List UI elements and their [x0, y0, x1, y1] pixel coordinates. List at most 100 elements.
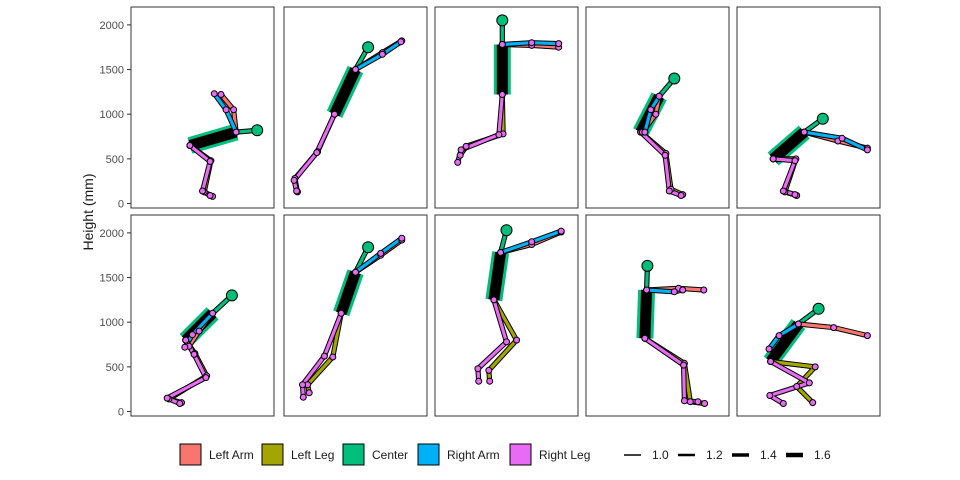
- facet-panel: [736, 6, 881, 209]
- head-point: [500, 224, 513, 237]
- joint-point: [474, 365, 482, 373]
- y-tick-label: 1500: [100, 273, 124, 285]
- joint-point: [677, 192, 685, 199]
- legend-swatch: [342, 443, 365, 466]
- joint-point: [528, 238, 536, 246]
- joint-point: [775, 332, 783, 340]
- joint-point: [293, 187, 301, 195]
- joint-point: [199, 187, 206, 195]
- joint-point: [457, 146, 465, 154]
- panel-border: [434, 214, 579, 417]
- joint-point: [217, 91, 225, 98]
- joint-point: [486, 377, 494, 385]
- joint-point: [454, 158, 462, 166]
- joint-point: [686, 398, 694, 406]
- joint-point: [830, 324, 838, 332]
- joint-point: [647, 106, 655, 114]
- joint-point: [863, 146, 871, 154]
- joint-point: [182, 336, 190, 344]
- torso-core: [488, 251, 507, 301]
- y-tick-label: 1000: [100, 109, 124, 121]
- joint-point: [643, 286, 651, 294]
- joint-point: [701, 400, 709, 407]
- facet-panel: [130, 6, 275, 209]
- joint-point: [475, 377, 483, 385]
- limb-right-leg: [292, 113, 336, 192]
- joint-point: [190, 350, 198, 358]
- joint-point: [557, 227, 565, 235]
- y-tick-label: 500: [106, 362, 124, 374]
- panel-border: [736, 6, 881, 209]
- y-tick-label: 0: [118, 407, 124, 419]
- joint-point: [838, 134, 846, 142]
- joint-point: [794, 320, 802, 328]
- head-point: [251, 124, 264, 137]
- joint-point: [641, 334, 649, 342]
- joint-point: [206, 192, 214, 199]
- torso-core: [336, 270, 361, 316]
- joint-point: [694, 398, 702, 406]
- joint-point: [793, 383, 801, 390]
- joint-point: [700, 286, 708, 294]
- joint-point: [800, 128, 808, 136]
- y-tick-label: 1000: [100, 317, 124, 329]
- joint-point: [641, 128, 649, 136]
- joint-point: [655, 92, 663, 100]
- joint-point: [331, 110, 338, 118]
- torso-core: [766, 320, 803, 365]
- joint-point: [485, 366, 493, 374]
- y-tick-label: 0: [118, 199, 124, 211]
- joint-point: [670, 288, 678, 296]
- joint-point: [779, 400, 787, 407]
- joint-point: [186, 142, 194, 149]
- joint-point: [222, 106, 230, 114]
- joint-point: [329, 353, 337, 361]
- head-point: [362, 41, 375, 54]
- joint-point: [377, 249, 385, 257]
- panel-border: [585, 214, 730, 417]
- joint-point: [809, 399, 817, 407]
- head-point: [816, 112, 829, 125]
- head-point: [496, 14, 509, 27]
- y-tick-label: 500: [106, 154, 124, 166]
- joint-point: [290, 176, 298, 184]
- joint-point: [495, 131, 503, 139]
- legend: Left Arm Left Leg Center Right Arm Right Leg…: [179, 443, 831, 466]
- joint-point: [679, 286, 687, 294]
- joint-point: [769, 155, 777, 163]
- joint-point: [765, 345, 773, 353]
- y-axis: 0 500 1000 1500 2000 0 500 1000 1500 2000: [100, 20, 131, 419]
- width-legend-label: 1.2: [706, 448, 723, 462]
- joint-point: [206, 158, 214, 165]
- torso-core: [639, 289, 653, 339]
- joint-point: [661, 151, 669, 159]
- joint-point: [680, 397, 688, 405]
- facet-panel: [434, 6, 579, 209]
- legend-label: Center: [372, 448, 408, 462]
- limb-right-leg: [768, 360, 811, 405]
- facet-panel: [130, 214, 275, 417]
- joint-point: [397, 38, 405, 46]
- head-point: [641, 259, 654, 272]
- legend-label: Right Leg: [539, 448, 590, 462]
- panel-border: [283, 6, 428, 209]
- torso-core: [769, 127, 808, 164]
- joint-point: [188, 331, 196, 339]
- limb-right-leg: [773, 157, 797, 197]
- joint-point: [181, 343, 189, 351]
- joint-point: [652, 110, 660, 118]
- joint-point: [811, 363, 819, 371]
- panel-border: [130, 6, 275, 209]
- panel-border: [434, 6, 579, 209]
- joint-point: [513, 336, 521, 344]
- joint-point: [779, 187, 787, 195]
- joint-point: [497, 249, 505, 256]
- facet-panel: [434, 214, 579, 417]
- joint-point: [352, 66, 359, 73]
- legend-label: Left Leg: [291, 448, 334, 462]
- joint-point: [320, 352, 328, 360]
- y-tick-label: 1500: [100, 65, 124, 77]
- joint-point: [680, 361, 688, 369]
- width-legend-label: 1.4: [760, 448, 777, 462]
